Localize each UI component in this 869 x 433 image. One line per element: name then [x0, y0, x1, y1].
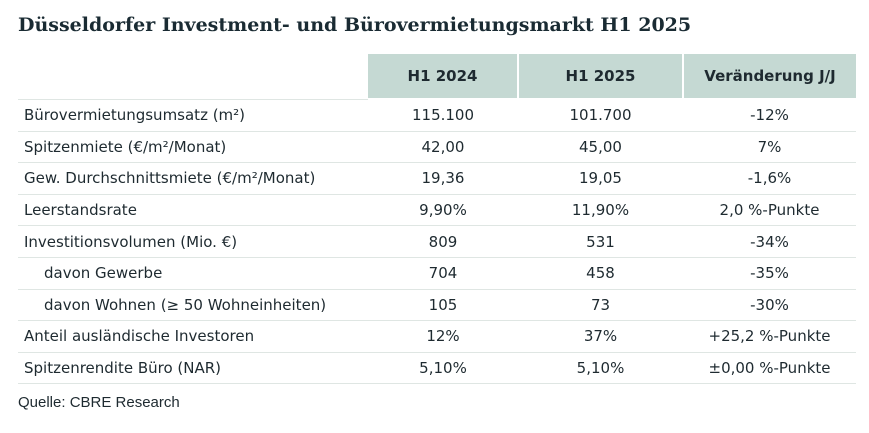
value-h1-2025: 458: [518, 257, 683, 290]
value-h1-2024: 105: [368, 289, 518, 322]
table-row: davon Wohnen (≥ 50 Wohneinheiten) 105 73…: [18, 289, 856, 322]
value-change: -12%: [683, 99, 856, 132]
row-label: Investitionsvolumen (Mio. €): [18, 225, 368, 258]
table-row: Gew. Durchschnittsmiete (€/m²/Monat) 19,…: [18, 162, 856, 195]
value-change: 2,0 %-Punkte: [683, 194, 856, 227]
value-h1-2025: 19,05: [518, 162, 683, 195]
page-title: Düsseldorfer Investment- und Bürovermiet…: [18, 14, 692, 36]
market-data-table: H1 2024 H1 2025 Veränderung J/J Büroverm…: [18, 54, 856, 385]
value-change: -35%: [683, 257, 856, 290]
row-label: Spitzenrendite Büro (NAR): [18, 352, 368, 385]
row-label: Anteil ausländische Investoren: [18, 320, 368, 353]
header-change: Veränderung J/J: [682, 54, 856, 100]
table-row: Leerstandsrate 9,90% 11,90% 2,0 %-Punkte: [18, 194, 856, 227]
value-h1-2025: 5,10%: [518, 352, 683, 385]
value-change: 7%: [683, 131, 856, 164]
row-label: Gew. Durchschnittsmiete (€/m²/Monat): [18, 162, 368, 195]
value-h1-2024: 19,36: [368, 162, 518, 195]
value-h1-2025: 37%: [518, 320, 683, 353]
header-blank-cell: [18, 54, 368, 100]
value-h1-2024: 809: [368, 225, 518, 258]
header-h1-2024: H1 2024: [368, 54, 518, 100]
value-h1-2024: 5,10%: [368, 352, 518, 385]
value-change: ±0,00 %-Punkte: [683, 352, 856, 385]
value-change: -1,6%: [683, 162, 856, 195]
row-label: Bürovermietungsumsatz (m²): [18, 99, 368, 132]
table-row: davon Gewerbe 704 458 -35%: [18, 257, 856, 290]
value-h1-2024: 9,90%: [368, 194, 518, 227]
table-row: Spitzenmiete (€/m²/Monat) 42,00 45,00 7%: [18, 131, 856, 164]
value-h1-2025: 101.700: [518, 99, 683, 132]
table-row: Bürovermietungsumsatz (m²) 115.100 101.7…: [18, 99, 856, 132]
row-label: davon Wohnen (≥ 50 Wohneinheiten): [18, 289, 368, 322]
table-row: Investitionsvolumen (Mio. €) 809 531 -34…: [18, 225, 856, 258]
source-note: Quelle: CBRE Research: [18, 394, 180, 411]
value-h1-2025: 73: [518, 289, 683, 322]
value-change: +25,2 %-Punkte: [683, 320, 856, 353]
row-label: Leerstandsrate: [18, 194, 368, 227]
value-h1-2025: 11,90%: [518, 194, 683, 227]
value-change: -34%: [683, 225, 856, 258]
value-change: -30%: [683, 289, 856, 322]
value-h1-2025: 45,00: [518, 131, 683, 164]
row-label: Spitzenmiete (€/m²/Monat): [18, 131, 368, 164]
value-h1-2025: 531: [518, 225, 683, 258]
value-h1-2024: 115.100: [368, 99, 518, 132]
table-row: Anteil ausländische Investoren 12% 37% +…: [18, 320, 856, 353]
value-h1-2024: 12%: [368, 320, 518, 353]
value-h1-2024: 42,00: [368, 131, 518, 164]
table-row: Spitzenrendite Büro (NAR) 5,10% 5,10% ±0…: [18, 352, 856, 385]
value-h1-2024: 704: [368, 257, 518, 290]
table-header-row: H1 2024 H1 2025 Veränderung J/J: [18, 54, 856, 100]
row-label: davon Gewerbe: [18, 257, 368, 290]
header-h1-2025: H1 2025: [517, 54, 683, 100]
